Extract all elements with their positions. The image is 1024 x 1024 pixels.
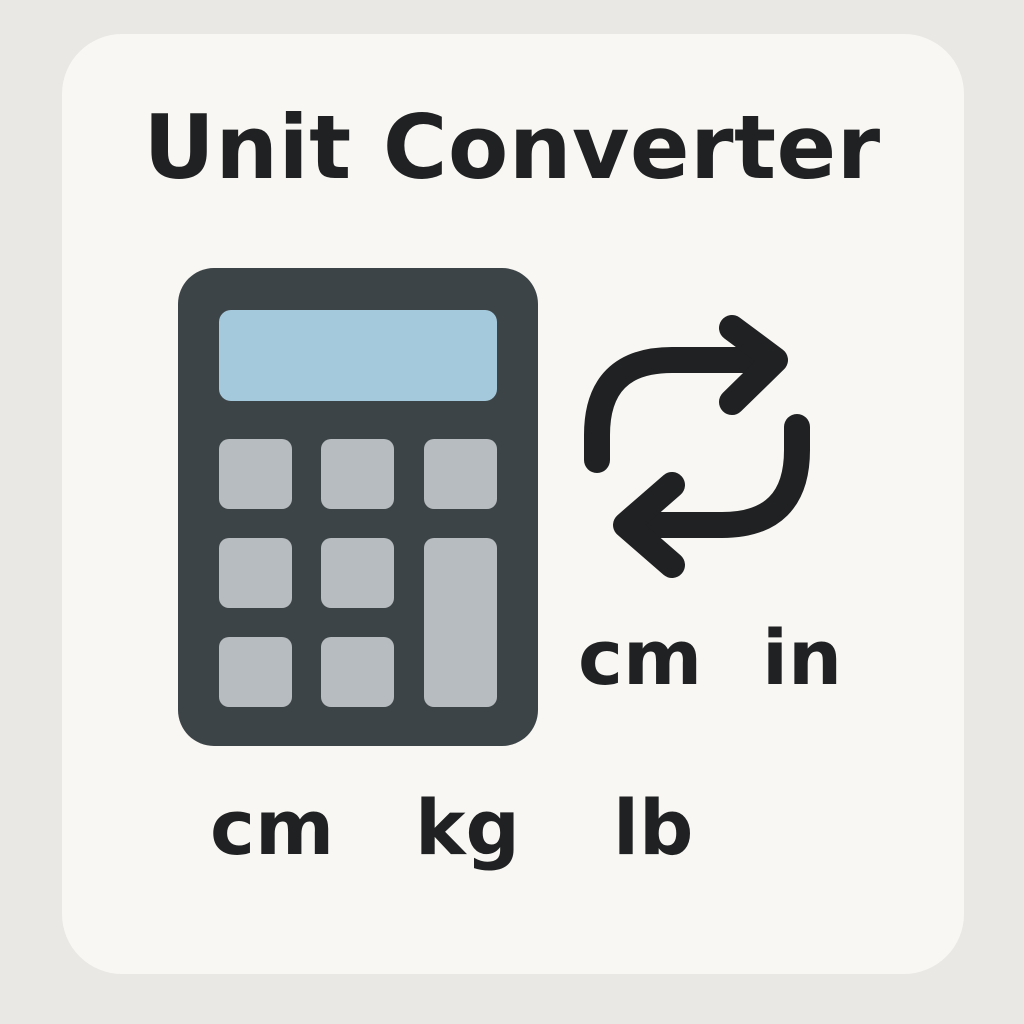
from-unit-label: cm — [578, 613, 703, 702]
calculator-key-tall — [424, 538, 497, 707]
calculator-key — [321, 538, 394, 608]
calculator-key — [219, 538, 292, 608]
swap-arrows-icon[interactable] — [570, 300, 830, 590]
unit-label-kg: kg — [415, 783, 520, 872]
calculator-icon[interactable] — [178, 268, 538, 746]
calculator-key — [219, 637, 292, 707]
calculator-key — [321, 439, 394, 509]
calculator-key — [321, 637, 394, 707]
unit-label-cm: cm — [210, 783, 335, 872]
to-unit-label: in — [762, 613, 843, 702]
unit-label-lb: lb — [613, 783, 694, 872]
app-title: Unit Converter — [143, 96, 881, 199]
calculator-display — [219, 310, 497, 401]
calculator-key — [219, 439, 292, 509]
calculator-key — [424, 439, 497, 509]
